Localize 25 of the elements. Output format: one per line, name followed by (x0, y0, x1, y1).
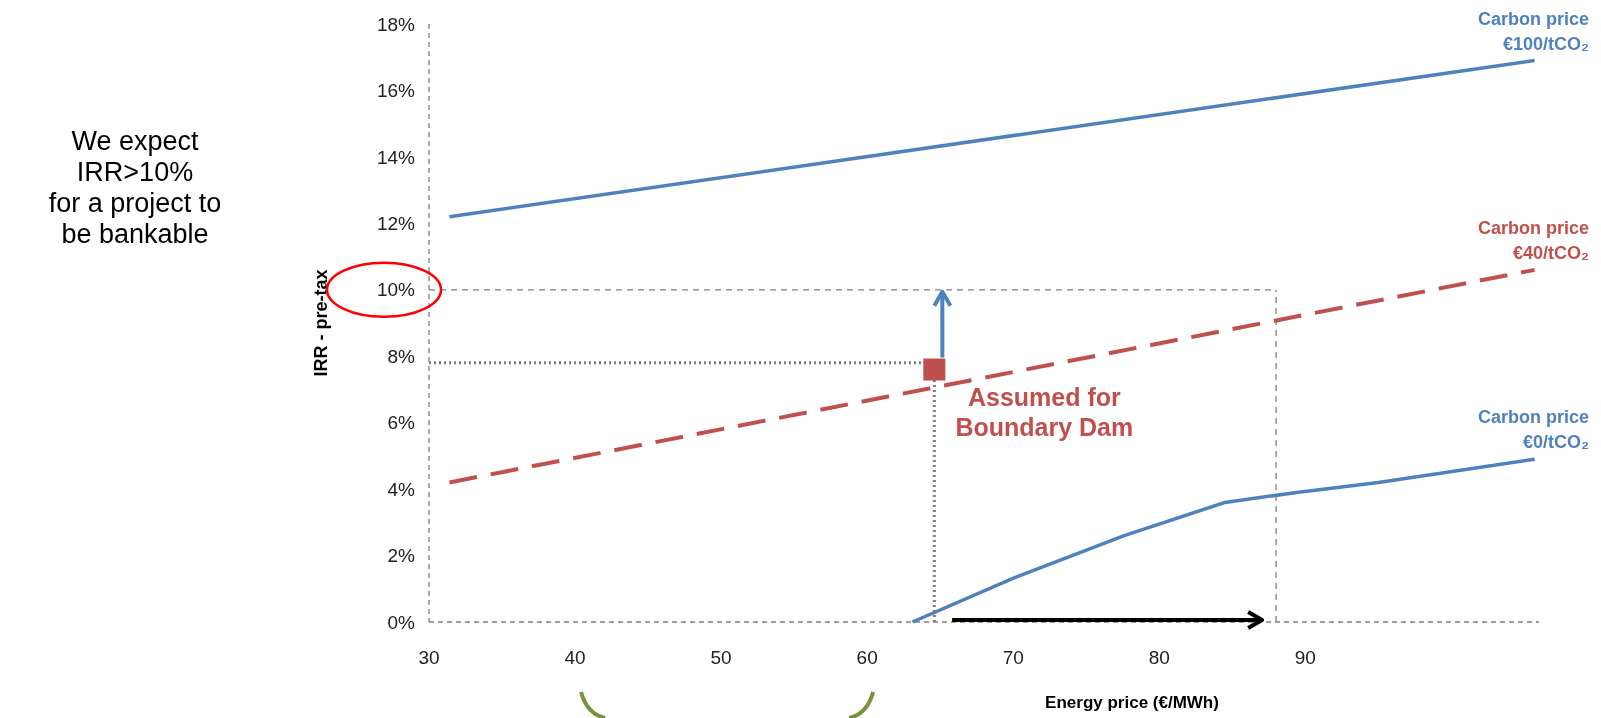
annotation: Assumed for Boundary Dam (955, 382, 1134, 441)
series-label: Carbon price €0/tCO₂ (1477, 407, 1589, 453)
y-tick-label: 6% (387, 412, 416, 434)
series-label: Carbon price €40/tCO₂ (1477, 217, 1589, 264)
x-tick-label: 70 (1002, 647, 1024, 668)
x-tick-label: 90 (1294, 647, 1316, 668)
x-tick-label: 30 (418, 647, 440, 668)
x-tick-label: 50 (710, 647, 732, 668)
text: We expect IRR>10% for a project to be bankable (48, 126, 222, 250)
line-series (910, 457, 1537, 624)
y-axis-title: IRR - pre-tax (311, 269, 331, 377)
y-tick-label: 12% (376, 212, 416, 234)
x-tick-label: 80 (1148, 647, 1170, 668)
y-tick-label: 2% (387, 545, 416, 567)
y-tick-label: 14% (376, 146, 416, 168)
y-tick-label: 8% (387, 345, 416, 367)
y-tick-label: 0% (387, 611, 416, 633)
series-label: Carbon price €100/tCO₂ (1477, 8, 1589, 54)
y-tick-label: 4% (387, 478, 416, 500)
x-tick-label: 40 (564, 647, 586, 668)
y-tick-label: 18% (376, 13, 416, 35)
x-tick-label: 60 (856, 647, 878, 668)
y-tick-label: 10% (376, 279, 416, 301)
y-tick-label: 16% (376, 80, 416, 102)
x-axis-title: Energy price (€/MWh) (1045, 693, 1219, 712)
